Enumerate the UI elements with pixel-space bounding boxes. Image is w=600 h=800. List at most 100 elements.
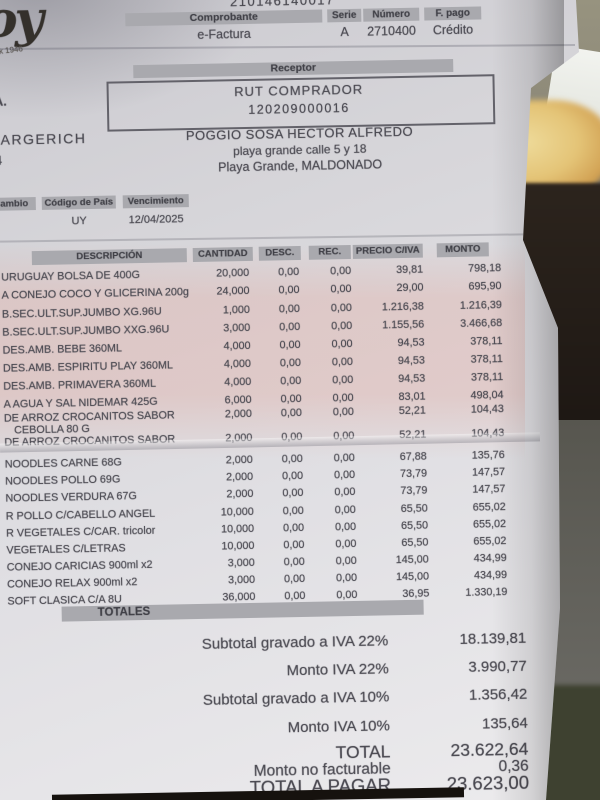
cell-desc: 0,00	[278, 265, 300, 279]
cell-desc: 0,00	[281, 469, 304, 483]
cell-cantidad: 3,000	[227, 573, 256, 587]
cell-desc: 0,00	[280, 406, 302, 420]
cell-rec: 0,00	[331, 355, 354, 369]
cell-cantidad: 10,000	[220, 505, 254, 519]
cell-rec: 0,00	[330, 282, 352, 296]
cell-precio-c-iva: 73,79	[399, 467, 428, 481]
cell-precio-c-iva: 67,88	[399, 450, 427, 464]
cell-rec: 0,00	[332, 391, 354, 405]
cell-cantidad: 2,000	[226, 487, 254, 501]
cell-rec: 0,00	[334, 485, 356, 499]
cell-rec: 0,00	[332, 405, 354, 419]
cell-cantidad: 10,000	[220, 522, 255, 536]
cell-rec: 0,00	[334, 503, 356, 517]
col-header-descripcion: DESCRIPCIÓN	[31, 248, 187, 266]
cell-desc: 0,00	[279, 356, 302, 370]
comprobante-label-bar: Comprobante	[125, 9, 323, 27]
totales-line: Monto IVA 22% 3.990,77	[5, 658, 535, 680]
col-header-cantidad: CANTIDAD	[192, 246, 253, 263]
cell-desc: 0,00	[280, 392, 302, 406]
cell-desc: 0,00	[283, 538, 305, 552]
cell-cantidad: 2,000	[225, 453, 253, 467]
brand-logo-fragment: oy	[0, 0, 42, 49]
cell-precio-c-iva: 52,21	[398, 404, 426, 418]
cell-rec: 0,00	[335, 571, 358, 585]
cell-desc: 0,00	[279, 338, 301, 352]
totales-line: Monto IVA 10% 135,64	[6, 715, 536, 737]
totales-line-label: Monto IVA 10%	[287, 717, 391, 737]
cell-precio-c-iva: 1.155,56	[382, 318, 425, 332]
col-header-monto: MONTO	[436, 242, 489, 258]
cell-rec: 0,00	[333, 451, 355, 465]
cell-cantidad: 3,000	[223, 321, 251, 335]
fpago-value: Crédito	[432, 22, 474, 38]
cell-rec: 0,00	[335, 554, 357, 568]
cell-cantidad: 2,000	[224, 407, 252, 421]
cell-monto: 695,90	[468, 280, 502, 293]
cell-precio-c-iva: 1.216,38	[381, 300, 424, 314]
col-header-precio-c-iva: PRECIO C/IVA	[352, 243, 423, 259]
cell-rec: 0,00	[333, 468, 356, 482]
cell-precio-c-iva: 145,00	[395, 570, 430, 584]
top-partial-number: 210146140017	[229, 0, 335, 10]
cell-desc: 0,00	[282, 504, 304, 518]
cell-rec: 0,00	[330, 301, 352, 315]
cell-cantidad: 4,000	[224, 375, 252, 389]
paper-pink-tint	[0, 244, 525, 459]
vencimiento-value: 12/04/2025	[128, 213, 184, 227]
cell-precio-c-iva: 65,50	[400, 519, 429, 533]
col-header-rec: REC.	[308, 244, 351, 260]
cell-rec: 0,00	[334, 520, 357, 534]
cell-cantidad: 4,000	[223, 339, 251, 353]
cell-cantidad: 3,000	[227, 556, 255, 570]
totales-line-label: Monto IVA 22%	[286, 660, 389, 680]
pais-value: UY	[71, 215, 87, 228]
totales-line-label: Subtotal gravado a IVA 10%	[202, 688, 390, 709]
cell-cantidad: 24,000	[216, 284, 250, 298]
cell-precio-c-iva: 94,53	[397, 354, 425, 368]
serie-label-bar: Serie	[327, 8, 362, 23]
cell-cantidad: 1,000	[222, 303, 250, 317]
emitter-fragment-line1: A.	[0, 93, 7, 109]
numero-label-bar: Número	[363, 7, 420, 22]
emitter-fragment-line3: 4	[0, 152, 3, 168]
cell-precio-c-iva: 29,00	[396, 281, 424, 295]
numero-value: 2710400	[367, 23, 417, 39]
cell-desc: 0,00	[281, 452, 303, 466]
cell-precio-c-iva: 83,01	[398, 390, 426, 404]
cell-monto: 798,18	[467, 262, 502, 275]
cell-desc: 0,00	[280, 374, 302, 388]
cell-cantidad: 10,000	[221, 539, 255, 553]
totales-line-label: Subtotal gravado a IVA 22%	[201, 632, 389, 653]
comprobante-value: e-Factura	[197, 26, 251, 42]
cell-rec: 0,00	[336, 588, 358, 602]
cell-precio-c-iva: 39,81	[395, 263, 424, 277]
cell-precio-c-iva: 145,00	[395, 553, 429, 567]
vencimiento-label-bar: Vencimiento	[122, 194, 189, 209]
cell-cantidad: 2,000	[225, 470, 254, 484]
cell-cantidad: 4,000	[223, 357, 252, 371]
cell-desc: 0,00	[283, 572, 306, 586]
cell-rec: 0,00	[331, 337, 353, 351]
cell-desc: 0,00	[278, 302, 300, 316]
cell-precio-c-iva: 94,53	[397, 336, 425, 350]
cell-precio-c-iva: 65,50	[400, 502, 428, 516]
cell-cantidad: 6,000	[224, 393, 252, 407]
cell-rec: 0,00	[330, 264, 352, 278]
pais-label-bar: Código de País	[41, 195, 116, 210]
cell-desc: 0,00	[282, 486, 304, 500]
totales-line: Subtotal gravado a IVA 10% 1.356,42	[5, 686, 535, 709]
cell-desc: 0,00	[278, 283, 300, 297]
cell-rec: 0,00	[335, 537, 357, 551]
totales-line: Subtotal gravado a IVA 22% 18.139,81	[4, 630, 534, 653]
cambio-label-bar: Cambio	[0, 197, 36, 211]
serie-value: A	[340, 24, 349, 40]
cell-desc: 0,00	[283, 555, 305, 569]
col-header-desc: DESC.	[258, 245, 301, 261]
cell-rec: 0,00	[331, 319, 353, 333]
cell-desc: 0,00	[284, 589, 306, 603]
cell-precio-c-iva: 65,50	[401, 536, 429, 550]
emitter-fragment-line2: ARGERICH	[0, 130, 87, 148]
